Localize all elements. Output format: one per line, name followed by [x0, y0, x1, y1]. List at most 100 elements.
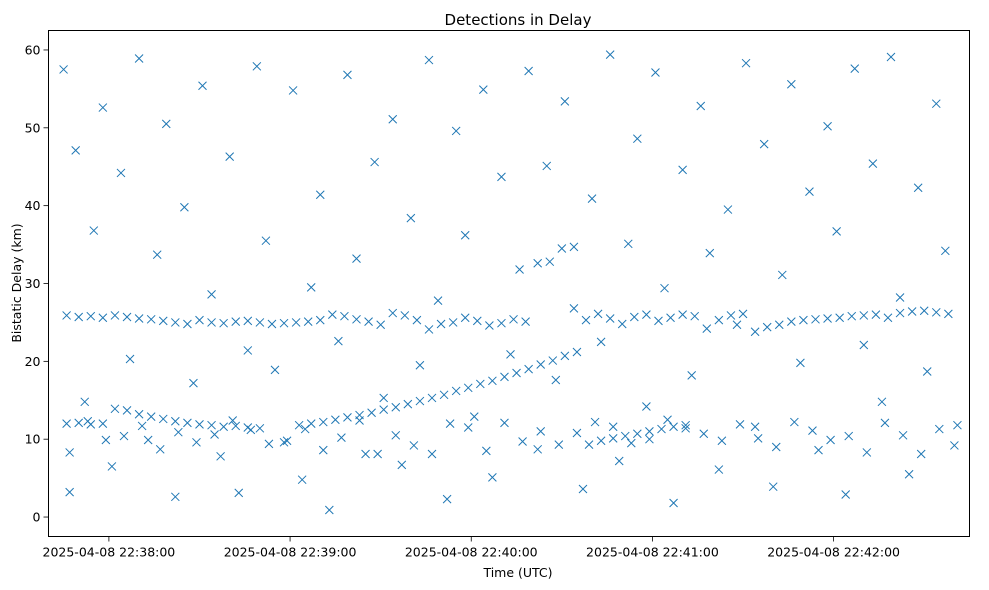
data-point-marker	[512, 368, 521, 378]
data-point-marker	[445, 419, 455, 428]
data-point-marker	[669, 498, 678, 508]
data-point-marker	[590, 417, 600, 427]
data-point-marker	[871, 310, 881, 319]
data-point-marker	[439, 390, 449, 400]
data-point-marker	[750, 422, 760, 432]
data-point-marker	[288, 86, 298, 95]
data-point-marker	[753, 434, 763, 443]
data-point-marker	[122, 406, 132, 415]
data-point-marker	[98, 313, 108, 323]
data-point-marker	[74, 418, 84, 428]
data-point-marker	[327, 310, 337, 319]
data-point-marker	[844, 431, 854, 441]
data-point-marker	[497, 318, 506, 328]
chart-title: Detections in Delay	[445, 11, 592, 29]
data-point-marker	[65, 448, 74, 457]
data-point-marker	[620, 431, 630, 441]
data-point-marker	[536, 360, 546, 369]
data-point-marker	[442, 494, 452, 504]
data-point-marker	[74, 312, 84, 322]
data-point-marker	[460, 230, 470, 240]
data-point-marker	[337, 433, 346, 442]
data-point-marker	[170, 492, 180, 502]
data-point-marker	[107, 462, 117, 471]
data-point-marker	[705, 248, 715, 258]
data-point-marker	[297, 475, 307, 485]
data-point-marker	[509, 314, 518, 324]
data-point-marker	[228, 416, 238, 425]
data-point-marker	[397, 460, 407, 470]
data-point-marker	[931, 99, 941, 109]
data-point-marker	[485, 321, 494, 330]
data-point-marker	[170, 318, 180, 327]
data-point-marker	[581, 315, 591, 325]
data-point-marker	[364, 317, 373, 326]
data-point-marker	[361, 449, 370, 459]
data-point-marker	[569, 242, 579, 252]
data-point-marker	[859, 340, 869, 350]
data-point-marker	[632, 429, 642, 439]
data-point-marker	[542, 161, 552, 171]
data-point-marker	[427, 393, 437, 403]
data-point-marker	[303, 317, 313, 326]
data-point-marker	[192, 437, 201, 447]
data-point-marker	[173, 427, 183, 437]
data-point-marker	[717, 436, 727, 446]
data-point-marker	[379, 405, 389, 414]
data-point-marker	[626, 438, 636, 448]
data-point-marker	[472, 316, 482, 326]
data-point-marker	[355, 416, 364, 425]
y-tick-label: 30	[25, 276, 41, 291]
data-point-marker	[895, 293, 905, 302]
data-point-marker	[545, 257, 555, 267]
data-point-marker	[678, 310, 687, 319]
data-point-marker	[632, 134, 642, 144]
data-point-marker	[318, 417, 328, 427]
y-tick-label: 10	[25, 432, 41, 447]
data-point-marker	[669, 422, 678, 432]
data-point-marker	[681, 423, 691, 433]
data-point-marker	[497, 172, 506, 182]
data-point-marker	[189, 378, 198, 388]
data-point-marker	[80, 397, 90, 407]
data-point-marker	[234, 488, 244, 498]
data-point-marker	[318, 445, 328, 455]
data-point-marker	[690, 311, 700, 321]
data-point-marker	[596, 436, 606, 446]
data-point-marker	[548, 356, 558, 365]
data-point-marker	[86, 311, 96, 321]
data-point-marker	[110, 311, 120, 320]
data-point-marker	[376, 320, 386, 330]
data-point-marker	[59, 65, 68, 74]
data-point-marker	[463, 423, 473, 432]
data-point-marker	[243, 346, 253, 355]
data-point-marker	[231, 317, 241, 326]
data-point-marker	[735, 420, 745, 429]
data-point-marker	[340, 311, 349, 321]
data-point-marker	[663, 415, 672, 425]
data-point-marker	[714, 465, 724, 474]
data-point-marker	[608, 422, 618, 432]
data-point-marker	[294, 420, 304, 430]
data-point-marker	[315, 315, 325, 325]
data-point-marker	[198, 81, 207, 91]
data-point-marker	[460, 313, 470, 323]
data-point-marker	[533, 444, 543, 454]
data-point-marker	[913, 183, 923, 193]
data-point-marker	[252, 61, 262, 71]
data-point-marker	[180, 202, 189, 212]
data-point-marker	[146, 412, 156, 421]
data-point-marker	[777, 270, 787, 280]
y-tick-label: 60	[25, 42, 41, 57]
data-point-marker	[207, 290, 216, 299]
data-point-marker	[557, 244, 567, 253]
data-point-marker	[919, 306, 929, 316]
data-point-marker	[388, 308, 398, 318]
data-point-marker	[406, 213, 416, 223]
data-point-marker	[922, 367, 932, 376]
data-point-marker	[475, 379, 485, 389]
data-point-marker	[786, 317, 796, 326]
data-point-marker	[367, 408, 376, 418]
data-point-marker	[814, 445, 823, 455]
data-point-marker	[412, 315, 422, 325]
